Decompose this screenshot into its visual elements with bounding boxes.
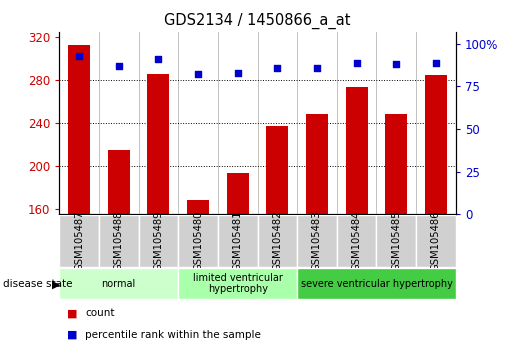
Text: GSM105489: GSM105489 [153, 211, 163, 271]
Point [154, 56, 163, 62]
Bar [99, 215, 139, 267]
Text: normal: normal [101, 279, 136, 289]
Text: GSM105486: GSM105486 [431, 211, 441, 271]
Point [234, 70, 242, 76]
Bar [376, 215, 416, 267]
Bar [139, 215, 178, 267]
Title: GDS2134 / 1450866_a_at: GDS2134 / 1450866_a_at [164, 13, 351, 29]
Text: GSM105488: GSM105488 [114, 211, 124, 271]
Text: ▶: ▶ [52, 279, 60, 289]
Text: GSM105483: GSM105483 [312, 211, 322, 271]
Bar [306, 114, 328, 214]
Bar [108, 150, 130, 214]
Bar [385, 114, 407, 214]
Bar [187, 200, 209, 214]
Bar [227, 173, 249, 214]
Text: GSM105482: GSM105482 [272, 211, 282, 271]
Text: percentile rank within the sample: percentile rank within the sample [85, 330, 261, 339]
Point [273, 65, 281, 70]
Bar [297, 215, 337, 267]
Bar [218, 215, 258, 267]
Point [432, 60, 440, 65]
Bar [147, 74, 169, 214]
Text: ■: ■ [67, 330, 77, 339]
Text: count: count [85, 308, 114, 318]
Text: disease state: disease state [3, 279, 72, 289]
Point [75, 53, 83, 58]
Text: GSM105484: GSM105484 [352, 211, 362, 271]
Bar [297, 268, 456, 299]
Text: GSM105485: GSM105485 [391, 211, 401, 271]
Point [313, 65, 321, 70]
Point [352, 60, 360, 65]
Bar [178, 268, 297, 299]
Point [114, 63, 123, 69]
Text: severe ventricular hypertrophy: severe ventricular hypertrophy [301, 279, 452, 289]
Text: GSM105480: GSM105480 [193, 211, 203, 271]
Point [392, 61, 401, 67]
Text: GSM105481: GSM105481 [233, 211, 243, 271]
Bar [59, 215, 99, 267]
Text: ■: ■ [67, 308, 77, 318]
Bar [425, 75, 447, 214]
Bar [337, 215, 376, 267]
Bar [346, 86, 368, 214]
Text: limited ventricular
hypertrophy: limited ventricular hypertrophy [193, 273, 283, 295]
Bar [266, 126, 288, 214]
Point [194, 72, 202, 77]
Bar [416, 215, 456, 267]
Text: GSM105487: GSM105487 [74, 211, 84, 271]
Bar [59, 268, 178, 299]
Bar [178, 215, 218, 267]
Bar [68, 45, 90, 214]
Bar [258, 215, 297, 267]
